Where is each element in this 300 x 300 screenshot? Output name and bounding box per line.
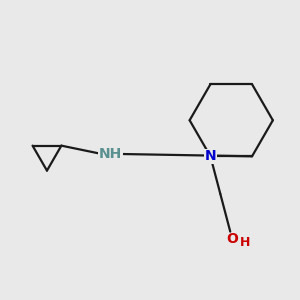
Text: O: O — [226, 232, 238, 246]
Text: H: H — [240, 236, 250, 249]
Text: N: N — [205, 149, 216, 163]
Text: NH: NH — [99, 147, 122, 161]
